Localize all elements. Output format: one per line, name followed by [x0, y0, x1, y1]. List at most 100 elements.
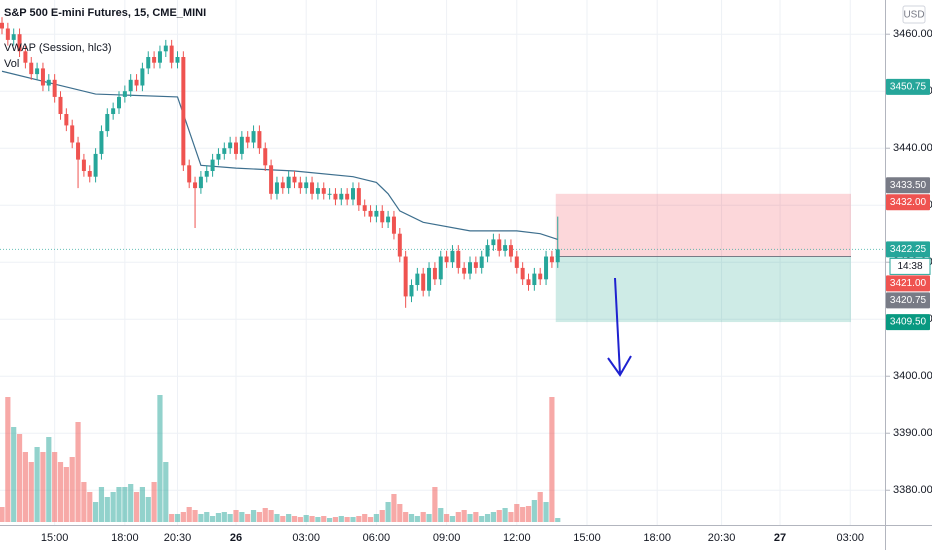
currency-box[interactable] [902, 5, 926, 24]
candle-body [503, 245, 508, 251]
candle-body [438, 256, 443, 280]
price-badge-label: 3409.50 [890, 317, 927, 328]
volume-bar [250, 510, 257, 522]
candle-body [222, 148, 227, 154]
candle-body [473, 262, 478, 268]
volume-bar [163, 462, 169, 522]
candle-body [339, 193, 344, 200]
volume-bar [87, 492, 93, 522]
candle-body [193, 182, 198, 189]
candle-body [456, 250, 461, 268]
volume-bar [531, 500, 537, 522]
volume-bar [133, 492, 140, 522]
volume-bar [5, 397, 11, 522]
volume-bar [46, 437, 52, 522]
candle-body [0, 22, 4, 29]
volume-bar [315, 517, 321, 522]
volume-bar [356, 516, 362, 522]
volume-bar [57, 462, 64, 522]
candle-body [526, 279, 531, 286]
candle-body [46, 79, 51, 86]
candle-body [333, 193, 338, 200]
candle-body [491, 239, 496, 246]
volume-bar [151, 482, 157, 522]
candle-body [286, 176, 291, 189]
volume-bar [268, 510, 274, 522]
x-tick-label: 15:00 [573, 532, 601, 544]
volume-bar [291, 516, 298, 522]
volume-bar [449, 516, 456, 522]
candle-body [520, 267, 525, 280]
candle-body [345, 193, 350, 200]
candle-body [210, 159, 215, 172]
volume-bar [145, 497, 151, 522]
price-badge-label: 3432.00 [890, 197, 927, 208]
candle-body [245, 136, 250, 143]
candle-body [70, 125, 75, 143]
candle-body [274, 182, 279, 194]
y-tick-label: 3460.00 [893, 28, 932, 40]
price-badge [886, 275, 930, 292]
candle-body [374, 210, 379, 217]
volume-bar [408, 514, 415, 522]
volume-bar [414, 516, 420, 522]
volume-bar [34, 447, 40, 522]
candle-body [315, 188, 320, 194]
countdown-badge [889, 257, 931, 275]
volume-bar [180, 512, 186, 522]
volume-bar [274, 514, 280, 522]
y-tick-label: 3400.00 [893, 370, 932, 382]
volume-bar [233, 510, 239, 522]
volume-bar [438, 508, 444, 522]
volume-bar [239, 512, 245, 522]
candle-body [52, 79, 57, 97]
candle-body [234, 142, 238, 154]
arrow[interactable] [607, 277, 632, 377]
candle-body [485, 245, 490, 257]
candle-body [163, 45, 168, 52]
candle-body [134, 79, 139, 86]
candle-body [409, 285, 414, 297]
volume-bar [286, 514, 292, 522]
candle-body [17, 34, 22, 52]
volume-bar [508, 512, 514, 522]
candle-body [198, 176, 203, 189]
volume-bar [461, 510, 467, 522]
y-tick-label: 3440.00 [893, 142, 932, 154]
candle-body [555, 249, 560, 263]
candle-body [292, 176, 297, 183]
candle-body [169, 45, 174, 63]
candle-body [432, 267, 437, 280]
price-badge [886, 78, 930, 95]
volume-bar [98, 487, 105, 522]
volume-bar [227, 514, 233, 522]
chart-title: S&P 500 E-mini Futures, 15, CME_MINI [4, 7, 206, 19]
price-badge [886, 194, 930, 211]
volume-bar [555, 518, 561, 522]
volume-bar [484, 514, 491, 522]
price-badge [886, 177, 930, 194]
vwap-line [1, 70, 558, 240]
stop-zone [555, 193, 851, 257]
x-tick-label: 20:30 [164, 532, 192, 544]
volume-bar [379, 510, 385, 522]
volume-bar [262, 508, 268, 522]
x-tick-label: 03:00 [292, 532, 320, 544]
candle-body [356, 188, 361, 206]
candle-body [216, 153, 221, 160]
volume-bar [157, 395, 163, 522]
x-tick-label: 15:00 [41, 532, 69, 544]
candle-body [58, 96, 63, 115]
volume-bar [373, 514, 379, 522]
candle-body [497, 239, 502, 251]
volume-bar [514, 504, 520, 522]
currency: USD [903, 10, 924, 21]
legend: S&P 500 E-mini Futures, 15, CME_MINI VWA… [4, 7, 206, 70]
candle-body [450, 250, 455, 263]
candle-body [421, 273, 426, 291]
candle-body [380, 210, 385, 223]
candle-body [257, 131, 262, 149]
drawing-arrow[interactable] [607, 277, 632, 377]
